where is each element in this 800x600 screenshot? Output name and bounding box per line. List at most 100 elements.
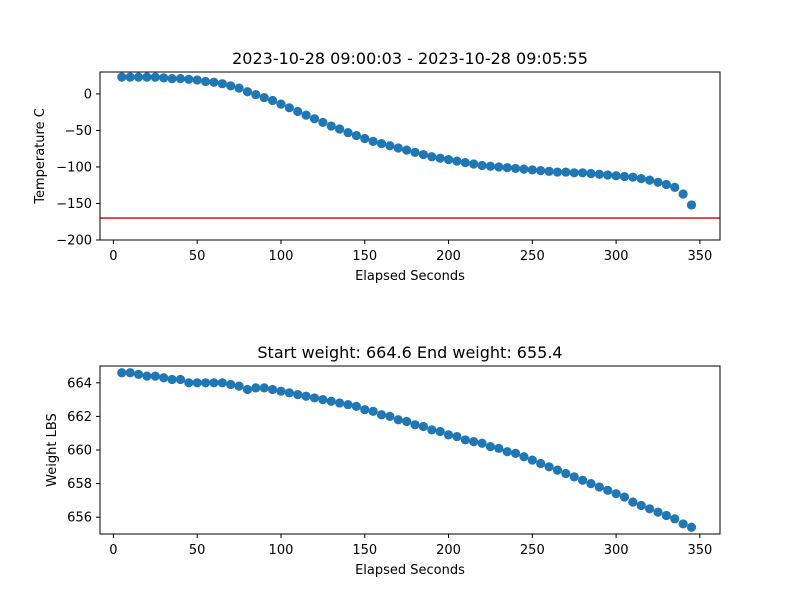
- temperature-data-point: [125, 72, 135, 82]
- temperature-x-axis-label: Elapsed Seconds: [355, 269, 465, 284]
- weight-data-point: [427, 425, 437, 435]
- temperature-x-tick-label: 100: [269, 249, 294, 264]
- weight-x-tick-label: 350: [687, 543, 712, 558]
- weight-data-point: [117, 368, 127, 378]
- temperature-data-point: [226, 81, 236, 91]
- temperature-data-point: [653, 177, 663, 187]
- temperature-data-point: [628, 172, 638, 182]
- weight-data-point: [234, 381, 244, 391]
- weight-y-axis-label: Weight LBS: [45, 413, 60, 487]
- temperature-data-point: [167, 73, 177, 84]
- weight-data-point: [125, 368, 135, 378]
- weight-data-point: [259, 383, 269, 393]
- weight-data-point: [452, 431, 462, 442]
- temperature-data-point: [594, 169, 604, 179]
- weight-data-point: [351, 401, 361, 411]
- weight-data-point: [410, 420, 420, 430]
- temperature-series: [117, 72, 697, 210]
- temperature-data-point: [293, 106, 303, 117]
- temperature-data-point: [309, 114, 320, 124]
- weight-data-point: [552, 465, 563, 475]
- weight-data-point: [184, 378, 194, 388]
- temperature-data-point: [619, 171, 630, 182]
- temperature-data-point: [351, 130, 361, 141]
- temperature-data-point: [117, 72, 127, 82]
- temperature-data-point: [402, 145, 412, 155]
- temperature-data-point: [192, 75, 202, 85]
- temperature-data-point: [209, 77, 219, 87]
- temperature-data-point: [301, 110, 311, 120]
- temperature-data-point: [376, 138, 387, 149]
- weight-x-tick-label: 150: [352, 543, 377, 558]
- weight-data-point: [309, 393, 320, 403]
- temperature-data-point: [519, 164, 529, 174]
- temperature-data-point: [469, 159, 479, 169]
- weight-data-point: [326, 396, 336, 406]
- weight-data-point: [418, 421, 429, 432]
- weight-data-point: [376, 410, 387, 420]
- temperature-data-point: [661, 179, 671, 190]
- weight-chart-title: Start weight: 664.6 End weight: 655.4: [257, 343, 562, 362]
- temperature-data-point: [502, 163, 512, 173]
- temperature-chart-title: 2023-10-28 09:00:03 - 2023-10-28 09:05:5…: [232, 49, 588, 68]
- temperature-data-point: [318, 117, 328, 127]
- temperature-data-point: [200, 76, 211, 87]
- temperature-data-point: [150, 72, 160, 82]
- weight-data-point: [477, 438, 487, 448]
- temperature-y-tick-label: −50: [65, 124, 92, 139]
- temperature-data-point: [217, 79, 227, 89]
- weight-data-point: [686, 522, 697, 532]
- temperature-data-point: [276, 99, 286, 109]
- weight-x-tick-label: 0: [109, 543, 117, 558]
- temperature-data-point: [259, 92, 269, 103]
- weight-data-point: [301, 391, 311, 401]
- weight-y-tick-label: 660: [67, 444, 92, 459]
- weight-data-point: [293, 389, 303, 400]
- temperature-data-point: [184, 74, 194, 84]
- weight-y-tick-label: 662: [67, 410, 92, 425]
- temperature-data-point: [142, 72, 152, 82]
- temperature-data-point: [393, 143, 403, 153]
- weight-x-axis-label: Elapsed Seconds: [355, 563, 465, 578]
- weight-axes-frame: [99, 365, 721, 535]
- weight-data-point: [402, 416, 412, 427]
- temperature-data-point: [577, 168, 588, 178]
- weight-data-point: [335, 398, 345, 408]
- temperature-data-point: [385, 141, 395, 151]
- temperature-data-point: [603, 170, 613, 180]
- weight-data-point: [175, 374, 186, 385]
- weight-data-point: [435, 426, 445, 437]
- weight-data-point: [670, 514, 680, 524]
- weight-data-point: [443, 430, 454, 440]
- temperature-data-point: [284, 103, 294, 113]
- temperature-data-point: [586, 168, 596, 179]
- temperature-x-tick-label: 200: [436, 249, 461, 264]
- weight-data-point: [393, 415, 403, 425]
- temperature-y-tick-label: −150: [56, 197, 92, 212]
- temperature-x-tick-label: 150: [352, 249, 377, 264]
- temperature-data-point: [427, 152, 437, 162]
- weight-data-point: [276, 386, 286, 396]
- temperature-data-point: [234, 83, 244, 93]
- weight-data-point: [242, 384, 253, 395]
- weight-data-point: [368, 406, 378, 416]
- temperature-data-point: [251, 90, 261, 100]
- temperature-data-point: [544, 166, 554, 176]
- weight-data-point: [594, 482, 604, 492]
- temperature-data-point: [670, 182, 680, 193]
- weight-data-point: [569, 472, 579, 482]
- weight-data-point: [653, 507, 663, 517]
- temperature-data-point: [536, 166, 546, 176]
- weight-x-tick-label: 50: [189, 543, 206, 558]
- temperature-data-point: [343, 128, 353, 138]
- weight-data-point: [510, 448, 521, 458]
- weight-y-tick-label: 664: [67, 376, 92, 391]
- temperature-data-point: [326, 121, 336, 131]
- weight-data-point: [636, 500, 646, 511]
- weight-data-point: [586, 479, 596, 489]
- weight-data-point: [561, 468, 571, 479]
- temperature-data-point: [645, 175, 655, 185]
- temperature-x-tick-label: 350: [687, 249, 712, 264]
- temperature-data-point: [678, 189, 688, 199]
- weight-data-point: [167, 374, 177, 385]
